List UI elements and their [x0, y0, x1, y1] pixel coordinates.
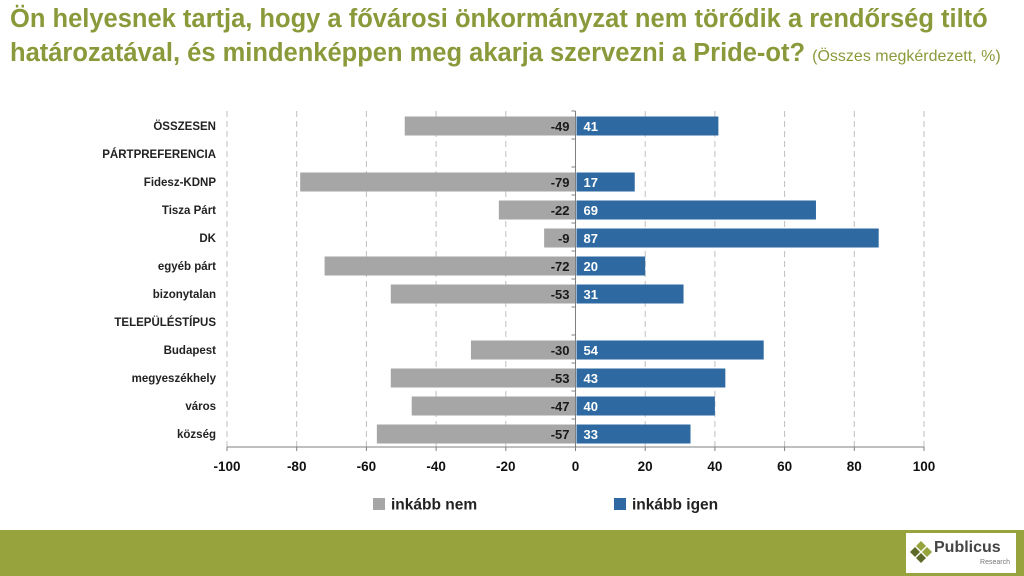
- bar-inkabb-nem: [411, 396, 576, 416]
- category-label: egyéb párt: [158, 261, 216, 273]
- bar-inkabb-igen: [576, 256, 646, 276]
- chart-title-main: Ön helyesnek tartja, hogy a fővárosi önk…: [10, 5, 988, 67]
- category-label: Tisza Párt: [162, 205, 216, 217]
- bar-inkabb-igen: [576, 340, 764, 360]
- legend-swatch: [373, 498, 385, 510]
- bar-inkabb-nem: [376, 424, 576, 444]
- x-tick-label: 0: [572, 459, 580, 474]
- bar-inkabb-igen: [576, 200, 816, 220]
- logo-icon: [910, 541, 932, 563]
- category-label: község: [177, 429, 216, 441]
- category-label: bizonytalan: [153, 289, 216, 301]
- x-tick-label: 40: [707, 459, 722, 474]
- publicus-logo: Publicus Research: [906, 533, 1016, 573]
- bar-inkabb-nem: [498, 200, 576, 220]
- bar-inkabb-igen: [576, 396, 715, 416]
- x-tick-label: -100: [213, 459, 240, 474]
- data-label-inkabb-igen: 69: [584, 203, 598, 218]
- bar-inkabb-nem: [404, 116, 576, 136]
- bar-inkabb-igen: [576, 424, 691, 444]
- category-label: Fidesz-KDNP: [144, 177, 217, 189]
- bars: -49 41-79 17-22 69-9 87-72 20-53 31-30 54-53 43-…: [300, 116, 879, 444]
- data-label-inkabb-nem: -53: [551, 287, 570, 302]
- x-tick-label: 60: [777, 459, 792, 474]
- bar-inkabb-nem: [390, 284, 576, 304]
- section-header-label: TELEPÜLÉSTÍPUS: [114, 316, 216, 329]
- chart-subtitle: (Összes megkérdezett, %): [812, 48, 1001, 65]
- bar-inkabb-nem: [544, 228, 576, 248]
- x-tick-label: 80: [847, 459, 862, 474]
- bar-inkabb-igen: [576, 228, 879, 248]
- data-label-inkabb-nem: -72: [551, 259, 570, 274]
- bar-inkabb-igen: [576, 368, 726, 388]
- legend-swatch: [614, 498, 626, 510]
- logo-brand: Publicus: [934, 539, 1001, 556]
- x-tick-label: -40: [426, 459, 446, 474]
- category-labels: ÖSSZESEN PÁRTPREFERENCIA Fidesz-KDNP Tisza …: [102, 120, 216, 441]
- x-tick-label: 20: [638, 459, 653, 474]
- data-label-inkabb-igen: 43: [584, 371, 598, 386]
- data-label-inkabb-igen: 20: [584, 259, 598, 274]
- data-label-inkabb-nem: -49: [551, 119, 570, 134]
- x-tick-label: -60: [357, 459, 377, 474]
- data-label-inkabb-igen: 40: [584, 399, 598, 414]
- x-tick-label: -80: [287, 459, 307, 474]
- data-label-inkabb-nem: -57: [551, 427, 570, 442]
- legend-label: inkább nem: [391, 497, 477, 514]
- bar-inkabb-nem: [470, 340, 576, 360]
- category-label: ÖSSZESEN: [153, 120, 216, 133]
- data-label-inkabb-nem: -30: [551, 343, 570, 358]
- x-tick-label: 100: [913, 459, 936, 474]
- footer-band: [0, 530, 1024, 576]
- gridlines: [226, 111, 925, 447]
- data-label-inkabb-igen: 87: [584, 231, 598, 246]
- data-label-inkabb-igen: 33: [584, 427, 598, 442]
- logo-brand-sub: Research: [980, 559, 1010, 566]
- data-label-inkabb-nem: -79: [551, 175, 570, 190]
- data-label-inkabb-igen: 31: [584, 287, 598, 302]
- bar-inkabb-nem: [324, 256, 576, 276]
- category-label: DK: [199, 233, 216, 245]
- diverging-bar-chart: -49 41-79 17-22 69-9 87-72 20-53 31-30 54-53 43-…: [102, 110, 936, 514]
- section-header-label: PÁRTPREFERENCIA: [102, 148, 216, 161]
- data-label-inkabb-nem: -22: [551, 203, 570, 218]
- data-label-inkabb-igen: 17: [584, 175, 598, 190]
- chart-title: Ön helyesnek tartja, hogy a fővárosi önk…: [10, 2, 1010, 74]
- data-label-inkabb-nem: -47: [551, 399, 570, 414]
- data-label-inkabb-nem: -53: [551, 371, 570, 386]
- bar-inkabb-nem: [300, 172, 576, 192]
- x-tick-label: -20: [496, 459, 516, 474]
- bar-inkabb-igen: [576, 172, 635, 192]
- bar-inkabb-igen: [576, 116, 719, 136]
- legend-label: inkább igen: [632, 497, 718, 514]
- bar-inkabb-igen: [576, 284, 684, 304]
- category-label: város: [185, 401, 216, 413]
- bar-inkabb-nem: [390, 368, 576, 388]
- category-label: Budapest: [164, 345, 217, 357]
- category-label: megyeszékhely: [132, 373, 217, 385]
- data-label-inkabb-igen: 41: [584, 119, 598, 134]
- data-label-inkabb-igen: 54: [584, 343, 599, 358]
- legend: inkább nem inkább igen: [373, 497, 718, 514]
- x-axis: -100 -80 -60 -40 -20 0 20 40 60 80 100: [213, 110, 936, 474]
- data-label-inkabb-nem: -9: [558, 231, 570, 246]
